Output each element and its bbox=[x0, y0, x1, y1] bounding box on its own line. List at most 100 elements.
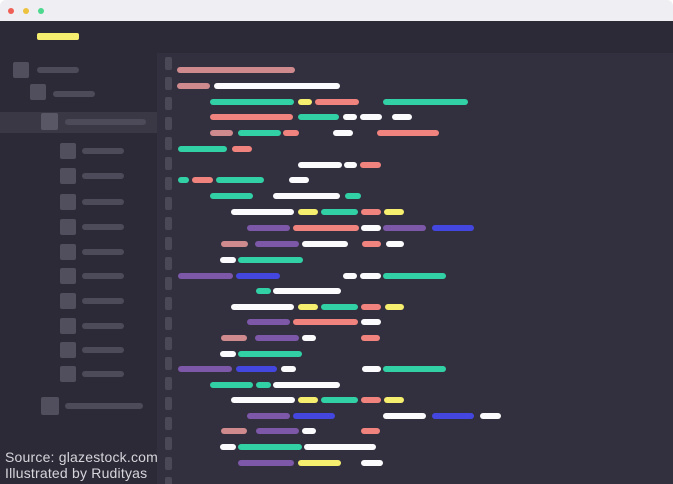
file-icon bbox=[60, 194, 76, 210]
code-token-salmon bbox=[293, 319, 358, 325]
code-token-yellow bbox=[298, 304, 318, 310]
code-token-salmon bbox=[361, 209, 381, 215]
sidebar-item-label bbox=[37, 67, 79, 73]
code-token-white bbox=[273, 288, 341, 294]
code-token-white bbox=[281, 366, 296, 372]
sidebar-item-label bbox=[82, 148, 124, 154]
code-token-white bbox=[361, 460, 383, 466]
code-editor-panel bbox=[157, 53, 673, 484]
indent-guide-dash bbox=[165, 417, 172, 430]
code-token-salmon bbox=[362, 241, 381, 247]
code-token-teal bbox=[210, 99, 294, 105]
code-token-salmon bbox=[361, 397, 381, 403]
code-token-purple bbox=[255, 241, 299, 247]
indent-guide-dash bbox=[165, 277, 172, 290]
sidebar-item-label bbox=[82, 173, 124, 179]
sidebar-item-label bbox=[82, 199, 124, 205]
folder-icon bbox=[41, 397, 59, 415]
indent-guide-dash bbox=[165, 157, 172, 170]
file-icon bbox=[60, 219, 76, 235]
code-token-white bbox=[344, 162, 357, 168]
code-token-yellow bbox=[298, 209, 318, 215]
code-token-white bbox=[343, 114, 357, 120]
indent-guide-dash bbox=[165, 437, 172, 450]
code-token-white bbox=[273, 382, 340, 388]
code-token-yellow bbox=[384, 209, 404, 215]
sidebar-item-label bbox=[65, 403, 143, 409]
logo-bar bbox=[37, 33, 79, 40]
code-token-yellow bbox=[298, 460, 341, 466]
sidebar-item-label bbox=[82, 224, 124, 230]
code-token-teal bbox=[210, 193, 253, 199]
code-token-rose bbox=[177, 67, 295, 73]
code-token-teal bbox=[238, 257, 303, 263]
code-token-white bbox=[343, 273, 357, 279]
code-token-purple bbox=[255, 335, 299, 341]
close-button[interactable] bbox=[8, 7, 14, 14]
sidebar-item-label bbox=[82, 323, 124, 329]
sidebar-item-label bbox=[65, 119, 146, 125]
code-token-teal bbox=[321, 397, 358, 403]
code-token-yellow bbox=[384, 397, 404, 403]
code-token-white bbox=[220, 257, 236, 263]
code-token-teal bbox=[298, 114, 339, 120]
sidebar-item-selected[interactable] bbox=[0, 112, 157, 133]
code-token-yellow bbox=[385, 304, 404, 310]
attribution-author: Illustrated by Rudityas bbox=[5, 465, 148, 481]
indent-guide-dash bbox=[165, 57, 172, 70]
code-token-rose bbox=[177, 83, 210, 89]
file-icon bbox=[60, 318, 76, 334]
code-token-salmon bbox=[361, 304, 381, 310]
sidebar-item-label bbox=[82, 371, 124, 377]
code-token-salmon bbox=[283, 130, 299, 136]
indent-guide-dash bbox=[165, 117, 172, 130]
code-token-white bbox=[231, 304, 294, 310]
indent-guide-dash bbox=[165, 317, 172, 330]
indent-guide-dash bbox=[165, 257, 172, 270]
code-token-white bbox=[362, 366, 381, 372]
code-token-teal bbox=[256, 382, 271, 388]
file-icon bbox=[60, 293, 76, 309]
code-token-white bbox=[360, 273, 381, 279]
code-token-white bbox=[386, 241, 404, 247]
file-icon bbox=[60, 366, 76, 382]
code-token-blue bbox=[432, 225, 474, 231]
code-token-white bbox=[361, 319, 381, 325]
indent-guide-dash bbox=[165, 357, 172, 370]
code-token-white bbox=[480, 413, 501, 419]
code-token-purple bbox=[383, 225, 426, 231]
code-token-blue bbox=[432, 413, 474, 419]
code-token-white bbox=[302, 428, 316, 434]
code-token-white bbox=[214, 83, 340, 89]
indent-guide-dash bbox=[165, 177, 172, 190]
indent-guide-dash bbox=[165, 297, 172, 310]
code-token-blue bbox=[293, 413, 335, 419]
code-token-blue bbox=[236, 273, 280, 279]
maximize-button[interactable] bbox=[38, 7, 44, 14]
code-token-salmon bbox=[361, 428, 380, 434]
code-token-teal bbox=[216, 177, 264, 183]
code-token-rose bbox=[221, 335, 247, 341]
code-token-white bbox=[231, 209, 294, 215]
code-token-white bbox=[289, 177, 309, 183]
code-token-white bbox=[298, 162, 342, 168]
sidebar-item-label bbox=[82, 273, 124, 279]
indent-guide-dash bbox=[165, 137, 172, 150]
code-token-purple bbox=[178, 366, 232, 372]
code-token-teal bbox=[383, 273, 446, 279]
code-token-purple bbox=[247, 319, 290, 325]
attribution-source: Source: glazestock.com bbox=[5, 449, 159, 465]
code-token-rose bbox=[221, 428, 247, 434]
code-token-white bbox=[273, 193, 340, 199]
code-token-salmon bbox=[293, 225, 359, 231]
code-token-teal bbox=[321, 304, 358, 310]
indent-guide-dash bbox=[165, 237, 172, 250]
indent-guide-dash bbox=[165, 377, 172, 390]
code-token-teal bbox=[178, 146, 227, 152]
folder-icon bbox=[41, 113, 58, 130]
code-token-purple bbox=[238, 460, 294, 466]
code-token-purple bbox=[178, 273, 233, 279]
minimize-button[interactable] bbox=[23, 7, 29, 14]
sidebar-item-label bbox=[82, 249, 124, 255]
